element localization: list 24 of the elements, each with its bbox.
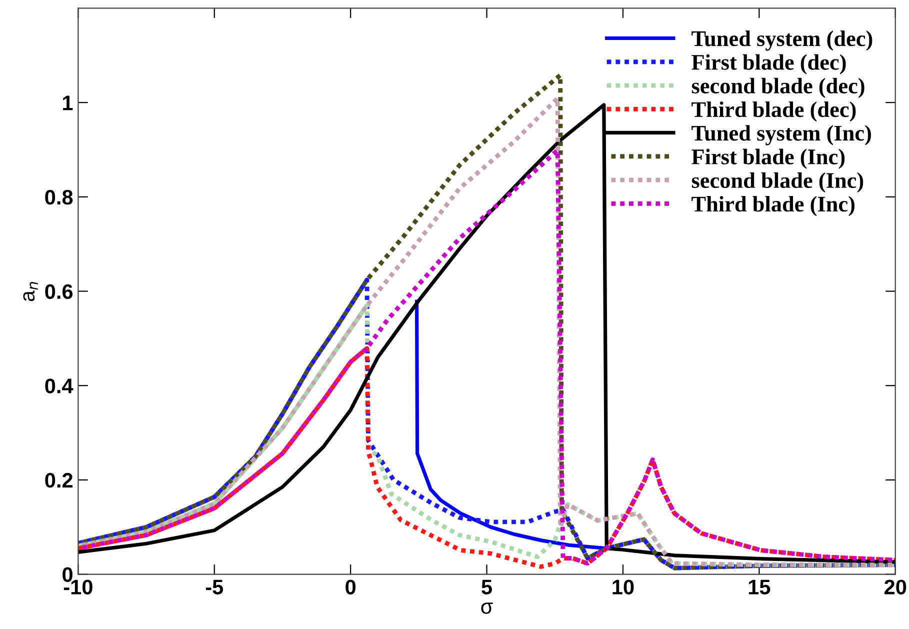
y-tick-label: 0.6: [45, 284, 73, 299]
legend-label: First blade (dec): [692, 54, 846, 74]
line-series: [78, 346, 896, 569]
y-tick-label: 0: [62, 567, 72, 582]
y-tick-label: 1: [63, 96, 73, 110]
y-tick-label: 0.2: [45, 472, 72, 488]
x-tick-label: -5: [206, 580, 224, 594]
y-tick-label: 0.8: [45, 190, 73, 205]
legend-label: Tuned system (Inc): [692, 125, 871, 146]
x-tick-label: -10: [64, 580, 92, 594]
legend-label: Third blade (dec): [692, 101, 856, 122]
x-tick-label: 10: [612, 580, 634, 594]
x-tick-label: 20: [884, 580, 906, 594]
legend-label: Third blade (Inc): [692, 196, 854, 216]
legend-label: second blade (dec): [692, 78, 864, 98]
legend-label: second blade (Inc): [692, 172, 864, 193]
legend-label: First blade (Inc): [692, 148, 845, 169]
legend-label: Tuned system (dec): [692, 30, 872, 51]
y-tick-label: 0.4: [45, 378, 74, 394]
x-tick-label: 15: [748, 580, 770, 594]
x-tick-label: 5: [482, 580, 492, 594]
x-axis-title: σ: [481, 602, 493, 614]
y-axis-title: a$_{n}$: [23, 282, 38, 302]
x-tick-label: 0: [346, 580, 356, 594]
